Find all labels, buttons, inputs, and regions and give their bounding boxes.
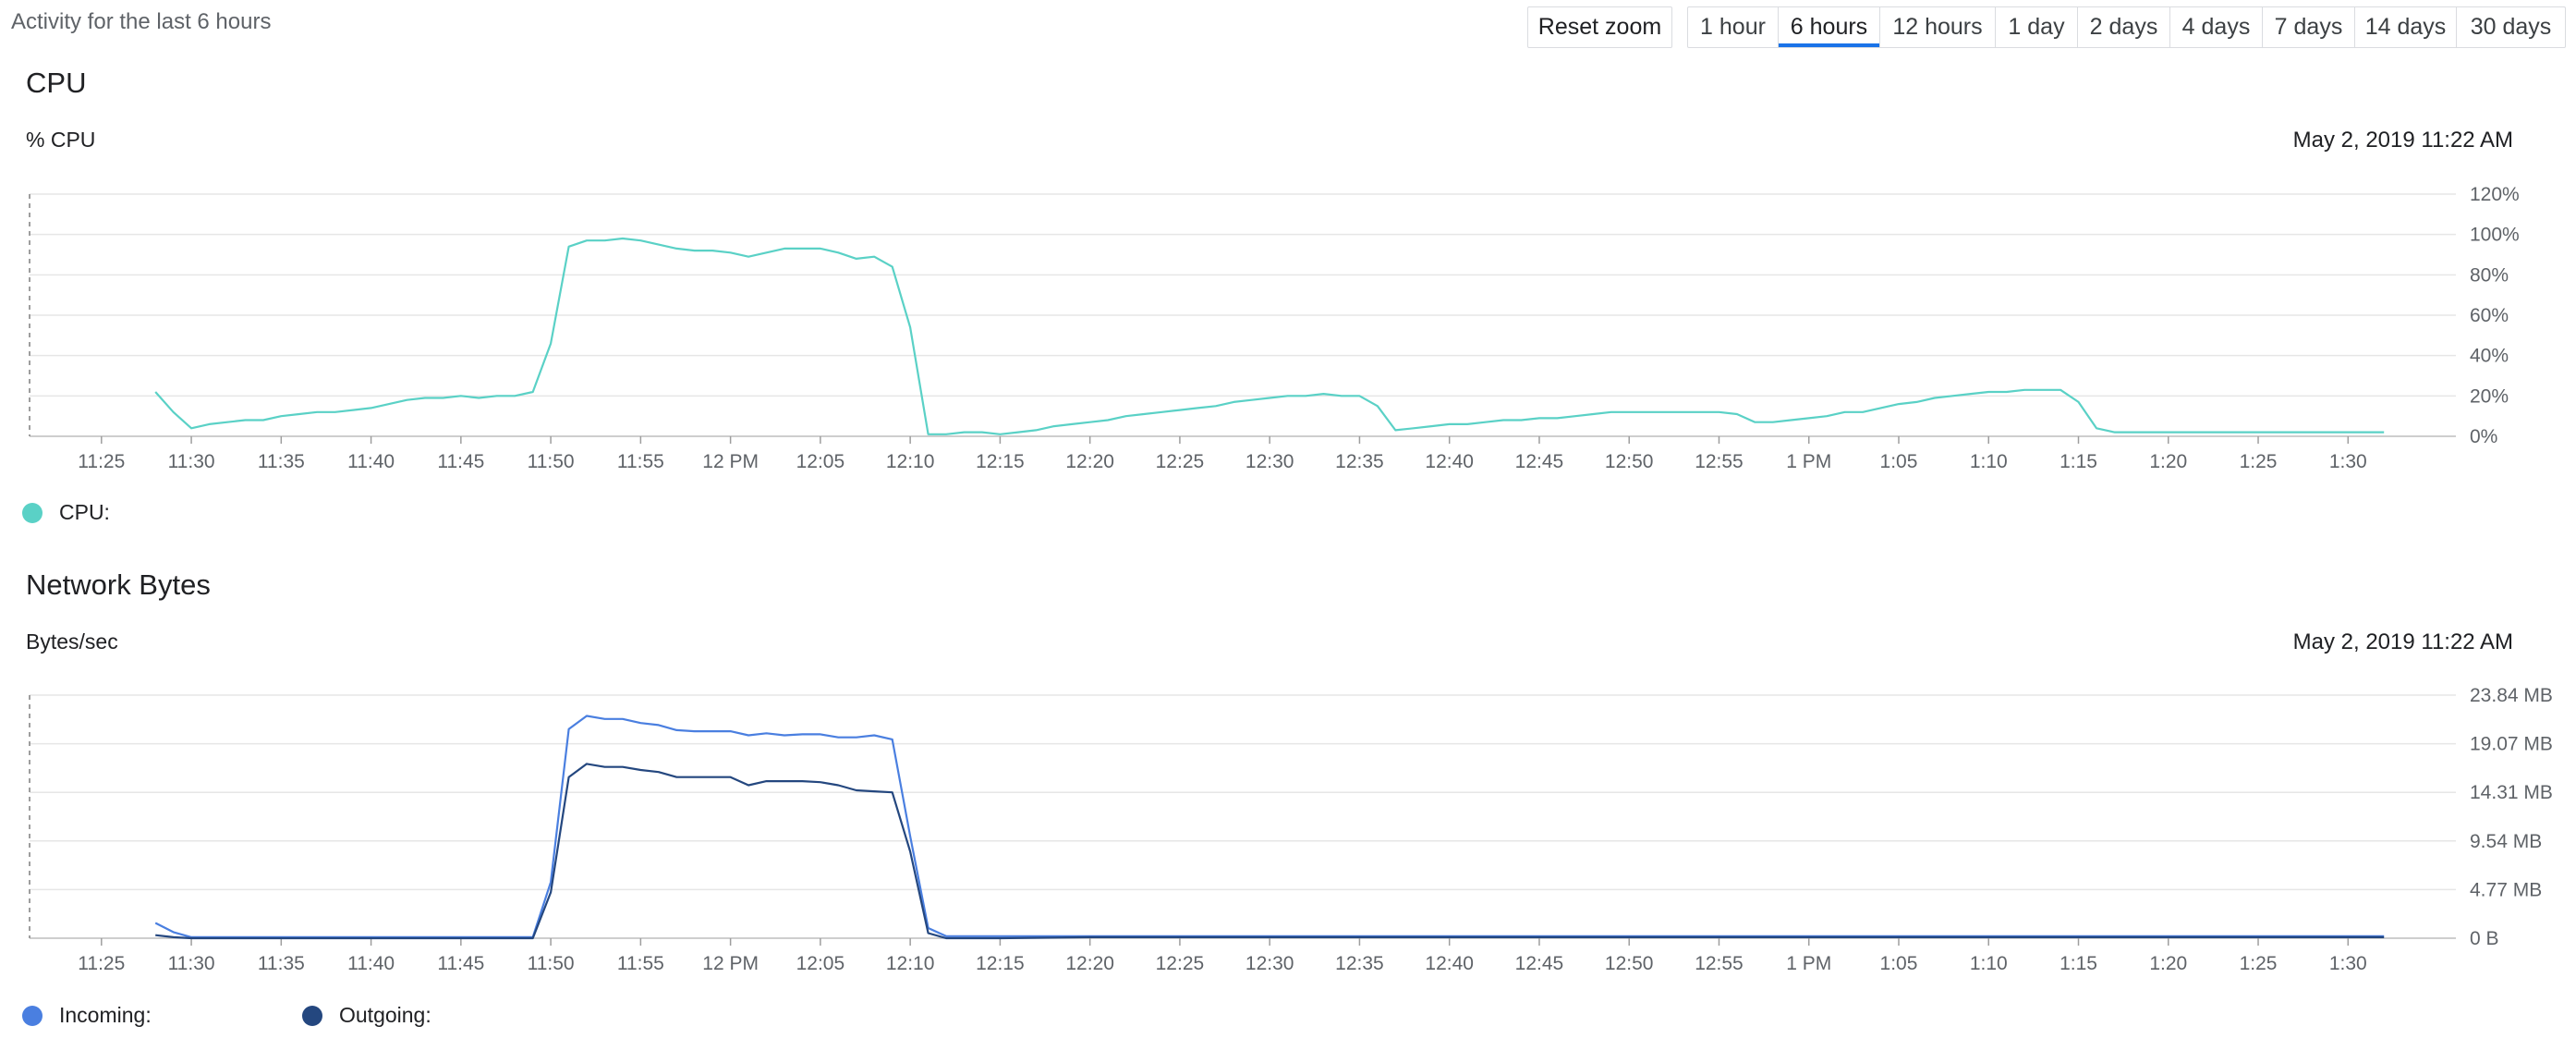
x-tick-label: 12:55 (1695, 451, 1744, 472)
cpu-chart: 0% 20% 40% 60% 80% 100% 120% 11:25 11:30 11:35 11:… (29, 184, 2520, 472)
x-tick-label: 11:55 (617, 451, 664, 472)
y-tick-label: 4.77 MB (2470, 879, 2542, 900)
x-tick-label: 1:25 (2240, 451, 2278, 472)
x-tick-label: 1 PM (1786, 451, 1831, 472)
x-tick-label: 11:55 (617, 953, 664, 974)
range-button-6-hours[interactable]: 6 hours (1779, 7, 1880, 47)
x-tick-label: 12:05 (796, 451, 845, 472)
range-button-4-days[interactable]: 4 days (2170, 7, 2263, 47)
incoming-legend-dot (22, 1005, 43, 1026)
x-tick-label: 11:25 (78, 953, 125, 974)
x-tick-label: 12:05 (796, 953, 845, 974)
x-tick-label: 11:40 (347, 953, 395, 974)
x-tick-label: 11:35 (258, 953, 305, 974)
x-tick-label: 1:20 (2149, 953, 2187, 974)
x-tick-label: 12 PM (702, 953, 759, 974)
x-tick-label: 12:30 (1245, 451, 1294, 472)
range-button-7-days[interactable]: 7 days (2263, 7, 2355, 47)
range-button-14-days[interactable]: 14 days (2355, 7, 2457, 47)
x-tick-label: 12:25 (1156, 451, 1205, 472)
y-tick-label: 20% (2470, 385, 2509, 407)
y-tick-label: 80% (2470, 264, 2509, 286)
x-tick-label: 12:40 (1425, 451, 1474, 472)
outgoing-legend-label: Outgoing: (339, 1003, 431, 1027)
y-tick-label: 100% (2470, 225, 2520, 246)
x-tick-label: 11:45 (437, 451, 484, 472)
y-tick-label: 60% (2470, 305, 2509, 326)
series-line-cpu (154, 237, 2385, 435)
y-tick-label: 9.54 MB (2470, 831, 2542, 852)
series-line-incoming (154, 715, 2385, 939)
x-tick-label: 11:45 (437, 953, 484, 974)
cpu-legend: CPU: (22, 500, 110, 525)
x-tick-label: 11:30 (168, 451, 215, 472)
x-tick-label: 12:35 (1335, 953, 1384, 974)
x-tick-label: 12:10 (886, 953, 935, 974)
cpu-section-title: CPU (26, 67, 87, 99)
outgoing-legend-dot (302, 1005, 322, 1026)
y-tick-label: 0 B (2470, 928, 2499, 949)
x-tick-label: 1:10 (1970, 953, 2008, 974)
x-tick-label: 11:40 (347, 451, 395, 472)
x-tick-label: 1:05 (1880, 451, 1918, 472)
x-tick-label: 1:05 (1880, 953, 1918, 974)
x-tick-label: 1 PM (1786, 953, 1831, 974)
network-section-title: Network Bytes (26, 568, 211, 601)
x-tick-label: 1:10 (1970, 451, 2008, 472)
x-tick-label: 12:35 (1335, 451, 1384, 472)
network-legend-outgoing: Outgoing: (302, 1003, 431, 1028)
x-tick-label: 12:20 (1065, 953, 1114, 974)
time-range-selector: 1 hour 6 hours 12 hours 1 day 2 days 4 days 7 … (1687, 6, 2566, 48)
x-tick-label: 1:25 (2240, 953, 2278, 974)
y-tick-label: 14.31 MB (2470, 782, 2553, 803)
x-tick-label: 12:15 (976, 953, 1025, 974)
x-tick-label: 11:50 (528, 953, 575, 974)
x-tick-label: 12:45 (1515, 451, 1564, 472)
reset-zoom-button[interactable]: Reset zoom (1527, 6, 1672, 48)
x-tick-label: 12 PM (702, 451, 759, 472)
range-button-1-day[interactable]: 1 day (1996, 7, 2078, 47)
x-tick-label: 12:10 (886, 451, 935, 472)
y-tick-label: 23.84 MB (2470, 685, 2553, 706)
incoming-legend-label: Incoming: (59, 1003, 152, 1027)
x-tick-label: 11:35 (258, 451, 305, 472)
cpu-legend-dot (22, 502, 43, 523)
network-timestamp: May 2, 2019 11:22 AM (2292, 629, 2513, 654)
x-tick-label: 12:20 (1065, 451, 1114, 472)
y-tick-label: 19.07 MB (2470, 734, 2553, 755)
x-tick-label: 11:25 (78, 451, 125, 472)
range-button-1-hour[interactable]: 1 hour (1688, 7, 1779, 47)
x-tick-label: 12:40 (1425, 953, 1474, 974)
range-button-30-days[interactable]: 30 days (2470, 14, 2552, 40)
network-unit-label: Bytes/sec (26, 629, 118, 654)
x-tick-label: 12:55 (1695, 953, 1744, 974)
x-tick-label: 12:25 (1156, 953, 1205, 974)
network-chart: 0 B 4.77 MB 9.54 MB 14.31 MB 19.07 MB 23.84 M… (29, 685, 2553, 974)
activity-label: Activity for the last 6 hours (11, 9, 272, 34)
range-button-12-hours[interactable]: 12 hours (1880, 7, 1996, 47)
x-tick-label: 12:50 (1605, 953, 1654, 974)
x-tick-label: 12:30 (1245, 953, 1294, 974)
x-tick-label: 1:30 (2329, 451, 2367, 472)
cpu-unit-label: % CPU (26, 128, 96, 152)
series-line-outgoing (155, 763, 2385, 940)
network-legend-incoming: Incoming: (22, 1003, 152, 1028)
x-tick-label: 12:45 (1515, 953, 1564, 974)
x-tick-label: 11:50 (528, 451, 575, 472)
x-tick-label: 11:30 (168, 953, 215, 974)
x-tick-label: 12:50 (1605, 451, 1654, 472)
y-tick-label: 120% (2470, 184, 2520, 205)
y-tick-label: 40% (2470, 346, 2509, 367)
y-tick-label: 0% (2470, 426, 2497, 447)
range-button-2-days[interactable]: 2 days (2078, 7, 2170, 47)
x-tick-label: 1:15 (2060, 953, 2097, 974)
x-tick-label: 1:20 (2149, 451, 2187, 472)
x-tick-label: 12:15 (976, 451, 1025, 472)
cpu-legend-label: CPU: (59, 500, 110, 524)
x-tick-label: 1:30 (2329, 953, 2367, 974)
cpu-timestamp: May 2, 2019 11:22 AM (2292, 128, 2513, 153)
x-tick-label: 1:15 (2060, 451, 2097, 472)
